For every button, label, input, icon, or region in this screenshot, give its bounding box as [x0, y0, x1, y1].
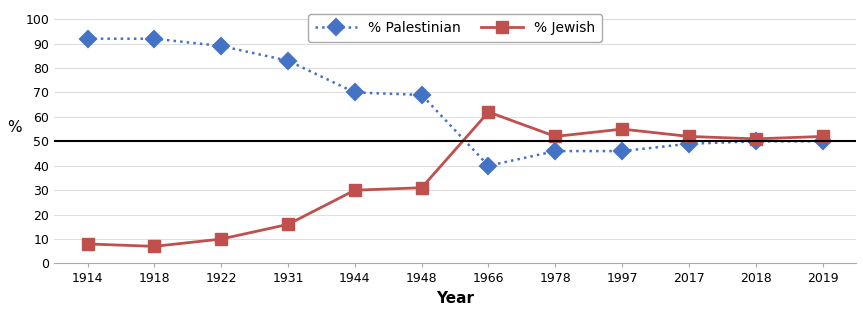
% Jewish: [283, 223, 293, 226]
% Palestinian: [350, 90, 360, 94]
% Palestinian: [283, 59, 293, 63]
% Jewish: [817, 135, 828, 138]
Line: % Palestinian: % Palestinian: [82, 33, 828, 171]
% Palestinian: [149, 37, 160, 41]
Y-axis label: %: %: [7, 120, 22, 135]
% Jewish: [683, 135, 694, 138]
% Jewish: [550, 135, 560, 138]
% Palestinian: [751, 139, 761, 143]
% Palestinian: [550, 149, 560, 153]
% Jewish: [617, 127, 627, 131]
% Palestinian: [216, 44, 226, 48]
% Jewish: [751, 137, 761, 141]
Legend: % Palestinian, % Jewish: % Palestinian, % Jewish: [308, 14, 602, 42]
% Palestinian: [617, 149, 627, 153]
% Jewish: [149, 244, 160, 248]
% Jewish: [483, 110, 494, 114]
% Palestinian: [82, 37, 92, 41]
% Palestinian: [683, 142, 694, 146]
% Palestinian: [817, 139, 828, 143]
% Jewish: [350, 188, 360, 192]
% Palestinian: [483, 164, 494, 168]
X-axis label: Year: Year: [436, 291, 474, 306]
% Palestinian: [417, 93, 427, 97]
% Jewish: [82, 242, 92, 246]
% Jewish: [417, 186, 427, 190]
% Jewish: [216, 237, 226, 241]
Line: % Jewish: % Jewish: [82, 106, 828, 252]
